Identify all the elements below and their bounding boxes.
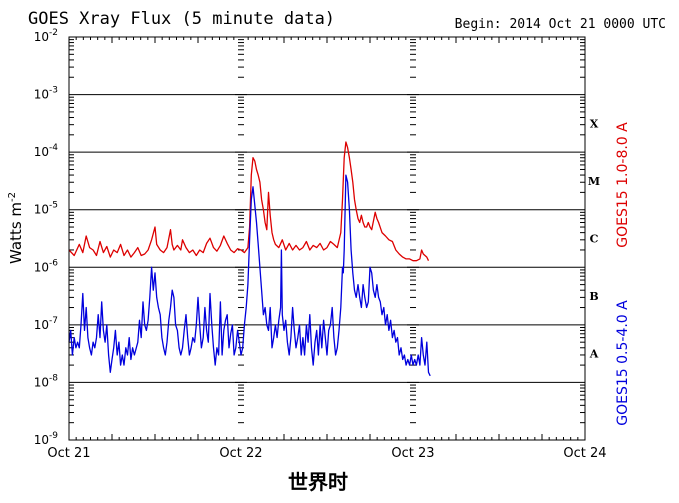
y-tick-exponent: -5 xyxy=(49,201,58,211)
y-tick-label: 10-5 xyxy=(34,201,58,217)
x-axis-label: 世界时 xyxy=(288,470,348,494)
y-tick-exponent: -4 xyxy=(49,143,58,153)
x-tick-label: Oct 22 xyxy=(219,446,262,461)
x-tick-labels: Oct 21 Oct 22 Oct 23 Oct 24 xyxy=(47,446,606,461)
y-tick-label: 10-3 xyxy=(34,86,58,102)
y-tick-exponent: -2 xyxy=(49,28,58,38)
y-tick-mantissa: 10 xyxy=(34,88,49,102)
flare-class-label: X xyxy=(590,117,599,130)
chart-grid xyxy=(69,94,585,383)
y-axis-label-text: Watts m xyxy=(7,202,25,264)
legend-series-red: GOES15 1.0-8.0 A xyxy=(615,122,631,248)
y-tick-mantissa: 10 xyxy=(34,30,49,44)
y-tick-exponent: -7 xyxy=(49,316,58,326)
legend-series-blue: GOES15 0.5-4.0 A xyxy=(615,300,631,426)
y-tick-mantissa: 10 xyxy=(34,203,49,217)
y-tick-mantissa: 10 xyxy=(34,145,49,159)
series-line-0 xyxy=(68,141,430,262)
y-axis-label-exponent: -2 xyxy=(7,192,18,202)
y-tick-exponent: -6 xyxy=(49,258,58,268)
plot-frame xyxy=(68,36,586,441)
begin-label: Begin: 2014 Oct 21 0000 UTC xyxy=(455,17,666,32)
x-tick-label: Oct 21 xyxy=(47,446,90,461)
y-tick-label: 10-7 xyxy=(34,316,58,332)
chart-title: GOES Xray Flux (5 minute data) xyxy=(28,9,335,29)
y-tick-exponent: -9 xyxy=(49,431,58,441)
flare-class-label: M xyxy=(588,175,600,188)
x-tick-label: Oct 24 xyxy=(563,446,606,461)
x-tick-label: Oct 23 xyxy=(391,446,434,461)
y-tick-mantissa: 10 xyxy=(34,375,49,389)
y-tick-label: 10-2 xyxy=(34,28,58,44)
y-tick-label: 10-4 xyxy=(34,143,59,159)
flare-class-label: A xyxy=(589,348,599,361)
y-tick-exponent: -8 xyxy=(49,373,58,383)
flare-class-labels: A B C M X xyxy=(588,117,600,360)
y-axis-label: Watts m-2 xyxy=(7,192,25,264)
y-tick-mantissa: 10 xyxy=(34,433,49,447)
y-tick-mantissa: 10 xyxy=(34,260,49,274)
y-tick-label: 10-8 xyxy=(34,373,59,389)
y-tick-label: 10-9 xyxy=(34,431,59,447)
y-tick-mantissa: 10 xyxy=(34,318,49,332)
flare-class-label: C xyxy=(590,233,599,246)
y-tick-label: 10-6 xyxy=(34,258,59,274)
chart-series xyxy=(68,141,431,377)
y-tick-exponent: -3 xyxy=(49,86,58,96)
y-tick-labels: 10-910-810-710-610-510-410-310-2 xyxy=(34,28,59,447)
series-line-1 xyxy=(68,174,431,377)
flare-class-label: B xyxy=(589,290,598,303)
